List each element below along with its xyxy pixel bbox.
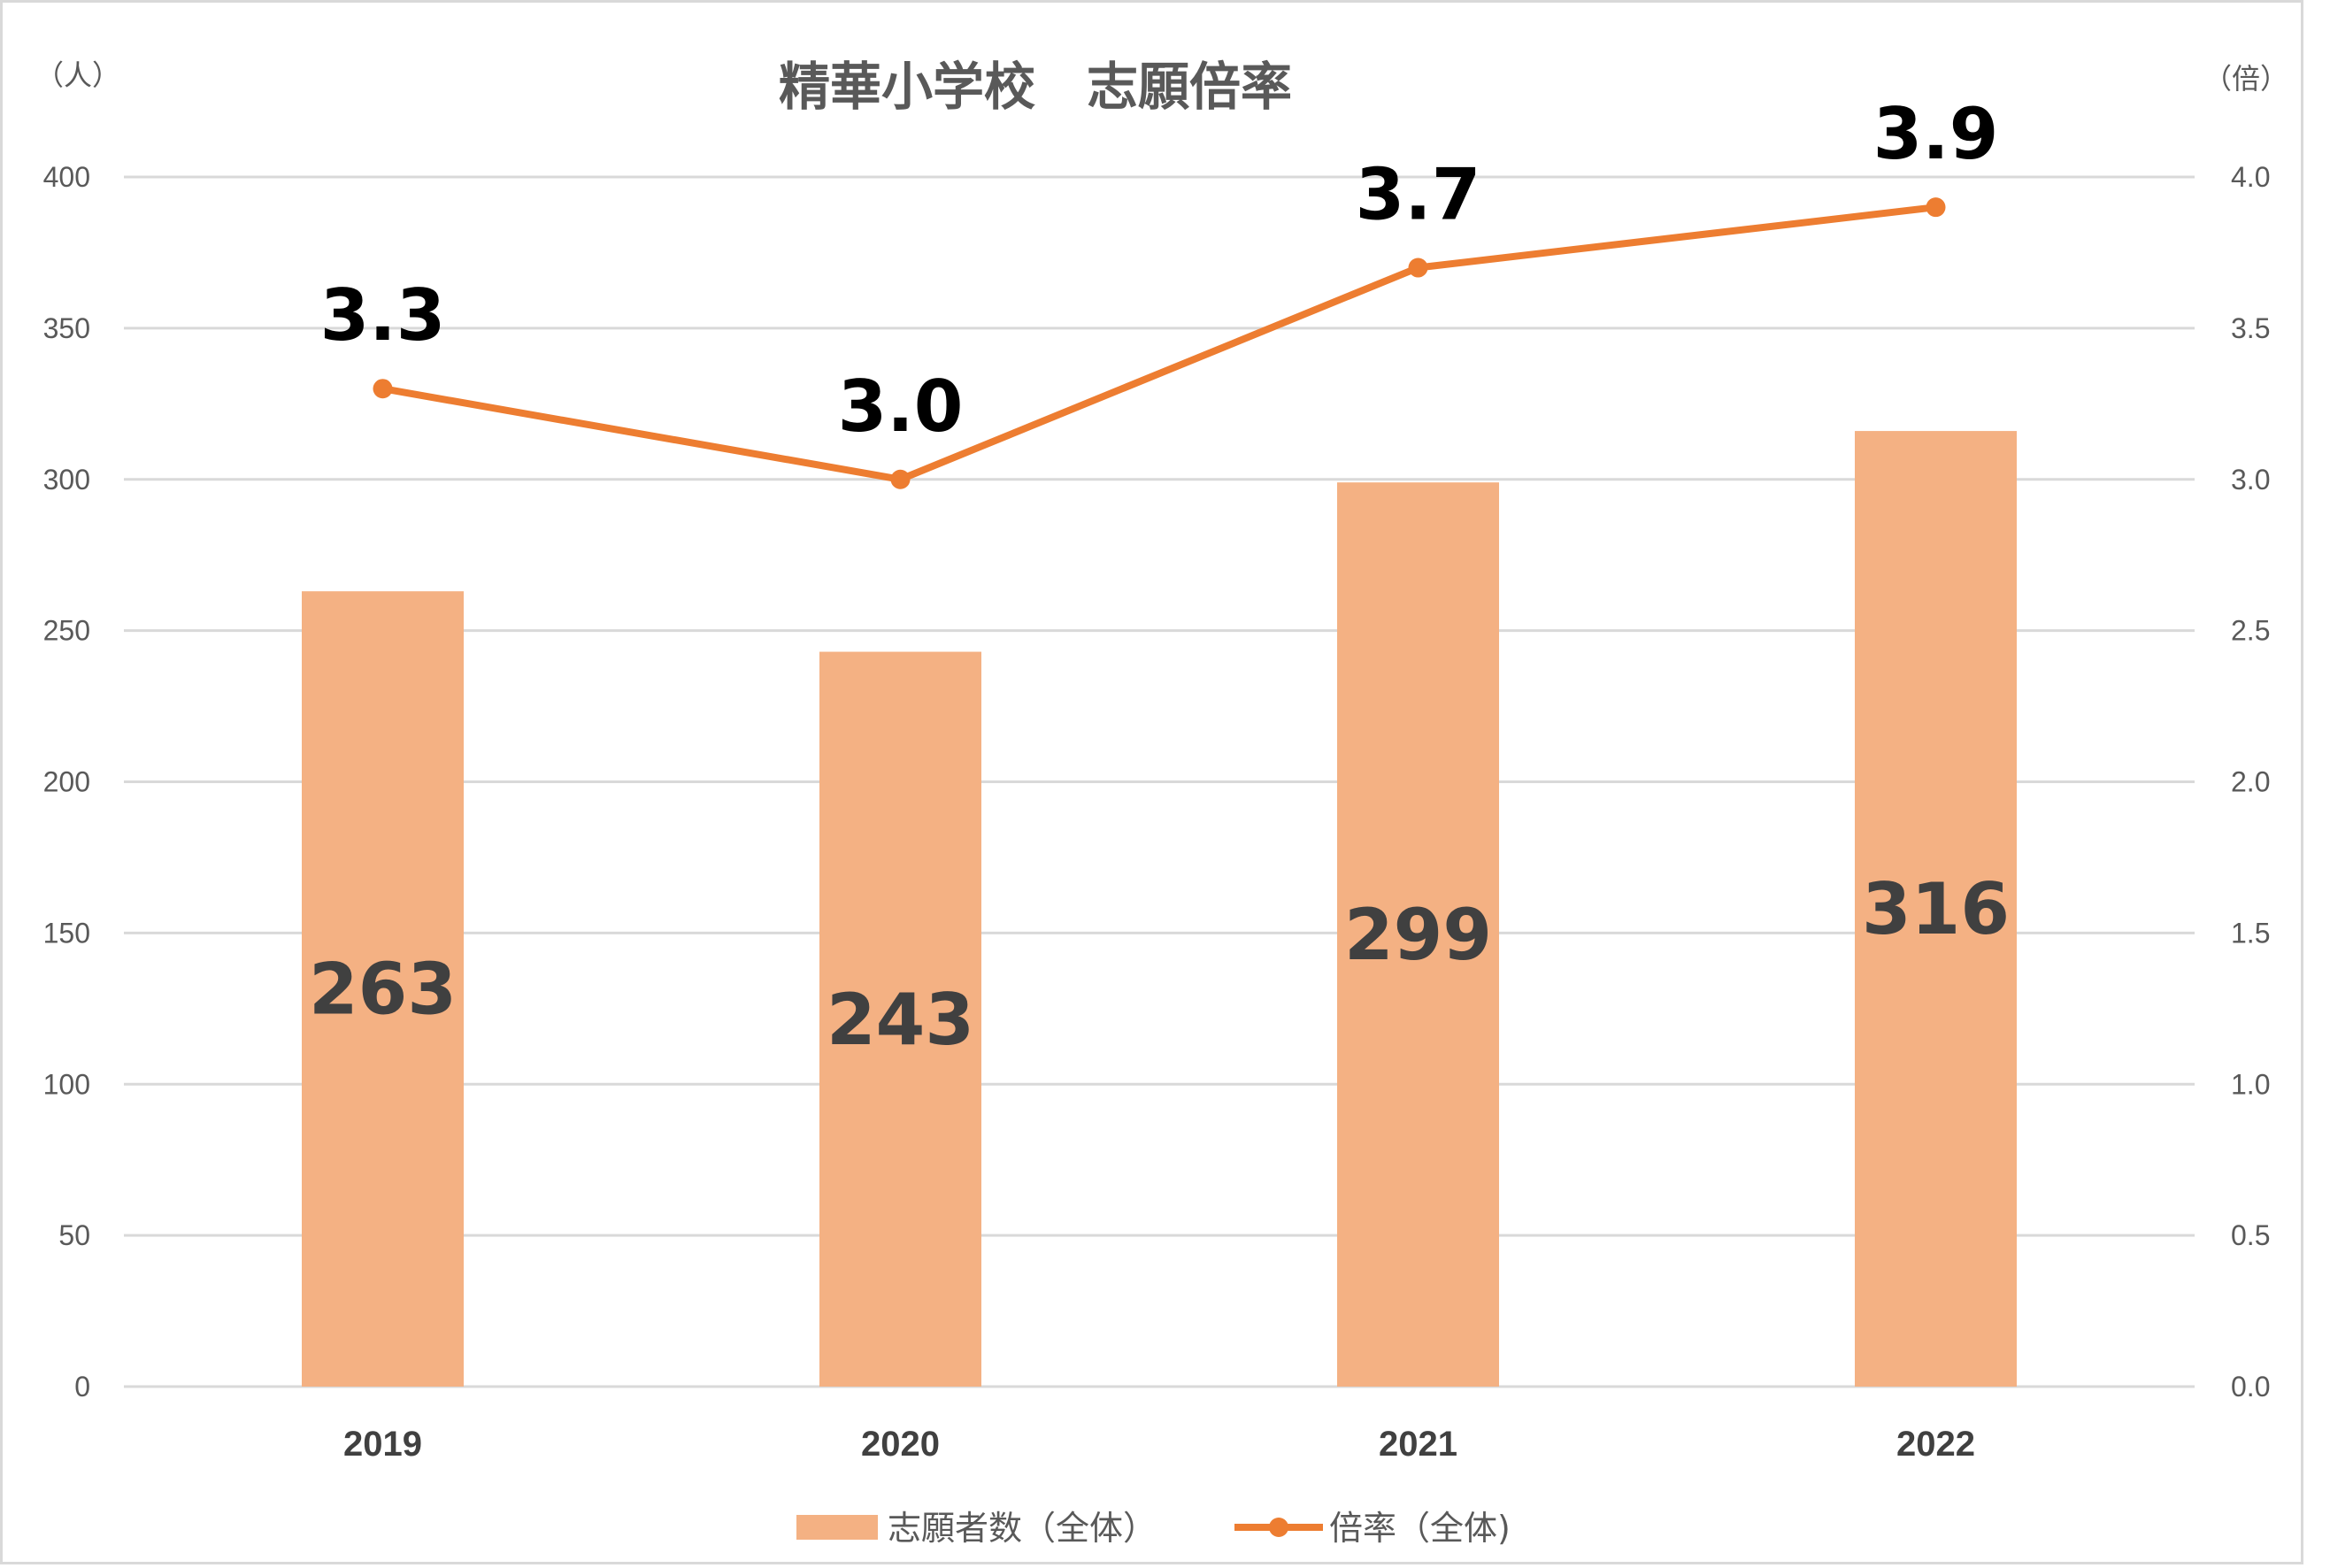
left-tick-label: 150 [43, 917, 90, 949]
legend: 志願者数（全体） 倍率（全体) [796, 1509, 1511, 1548]
line-path [379, 204, 1940, 483]
line-value-label: 3.3 [320, 274, 446, 357]
x-tick-label: 2020 [861, 1425, 940, 1464]
x-tick-label: 2019 [343, 1425, 422, 1464]
left-tick-label: 100 [43, 1068, 90, 1100]
chart-title: 精華小学校 志願倍率 [779, 57, 1292, 117]
legend-line-marker [1269, 1518, 1288, 1537]
left-tick-label: 300 [43, 464, 90, 496]
bar [819, 651, 981, 1387]
right-tick-label: 0.0 [2231, 1371, 2270, 1403]
x-tick-label: 2021 [1379, 1425, 1457, 1464]
left-tick-label: 0 [74, 1371, 90, 1403]
bar [302, 591, 464, 1387]
left-axis-ticks: 0 50 100 150 200 250 300 350 400 [43, 161, 90, 1403]
legend-bar-label: 志願者数（全体） [888, 1509, 1157, 1548]
right-tick-label: 3.0 [2231, 464, 2270, 496]
line-value-label: 3.7 [1356, 154, 1481, 236]
line-value-label: 3.0 [838, 365, 964, 448]
legend-line-label: 倍率（全体) [1329, 1509, 1511, 1548]
left-tick-label: 200 [43, 766, 90, 798]
line-point [1926, 197, 1946, 218]
gridlines [124, 175, 2195, 1388]
bar-series [302, 431, 2017, 1387]
bar-data-labels: 263 243 299 316 [309, 868, 2010, 1061]
line-data-labels: 3.3 3.0 3.7 3.9 [320, 93, 1999, 448]
x-tick-label: 2022 [1896, 1425, 1975, 1464]
line-value-label: 3.9 [1873, 93, 1999, 175]
x-axis-ticks: 2019 2020 2021 2022 [343, 1425, 1975, 1464]
right-tick-label: 1.5 [2231, 917, 2270, 949]
line-point [890, 469, 911, 489]
bar [1855, 431, 2017, 1387]
right-tick-label: 0.5 [2231, 1219, 2270, 1251]
bar [1337, 482, 1499, 1387]
right-tick-label: 4.0 [2231, 161, 2270, 193]
left-tick-label: 50 [58, 1219, 90, 1251]
right-tick-label: 1.0 [2231, 1068, 2270, 1100]
right-tick-label: 2.0 [2231, 766, 2270, 798]
right-tick-label: 2.5 [2231, 615, 2270, 647]
legend-bar-swatch [796, 1515, 878, 1540]
line-series [373, 197, 1946, 489]
left-tick-label: 350 [43, 312, 90, 344]
bar-value-label: 316 [1862, 868, 2010, 950]
right-axis-unit: （倍） [2203, 62, 2288, 96]
right-axis-ticks: 0.0 0.5 1.0 1.5 2.0 2.5 3.0 3.5 4.0 [2231, 161, 2270, 1403]
bar-value-label: 243 [827, 979, 974, 1061]
left-axis-unit: （人） [35, 58, 120, 92]
bar-value-label: 263 [309, 949, 457, 1031]
left-tick-label: 250 [43, 615, 90, 647]
bar-value-label: 299 [1344, 894, 1492, 976]
line-point [1408, 257, 1428, 278]
left-tick-label: 400 [43, 161, 90, 193]
right-tick-label: 3.5 [2231, 312, 2270, 344]
line-point [373, 379, 393, 399]
